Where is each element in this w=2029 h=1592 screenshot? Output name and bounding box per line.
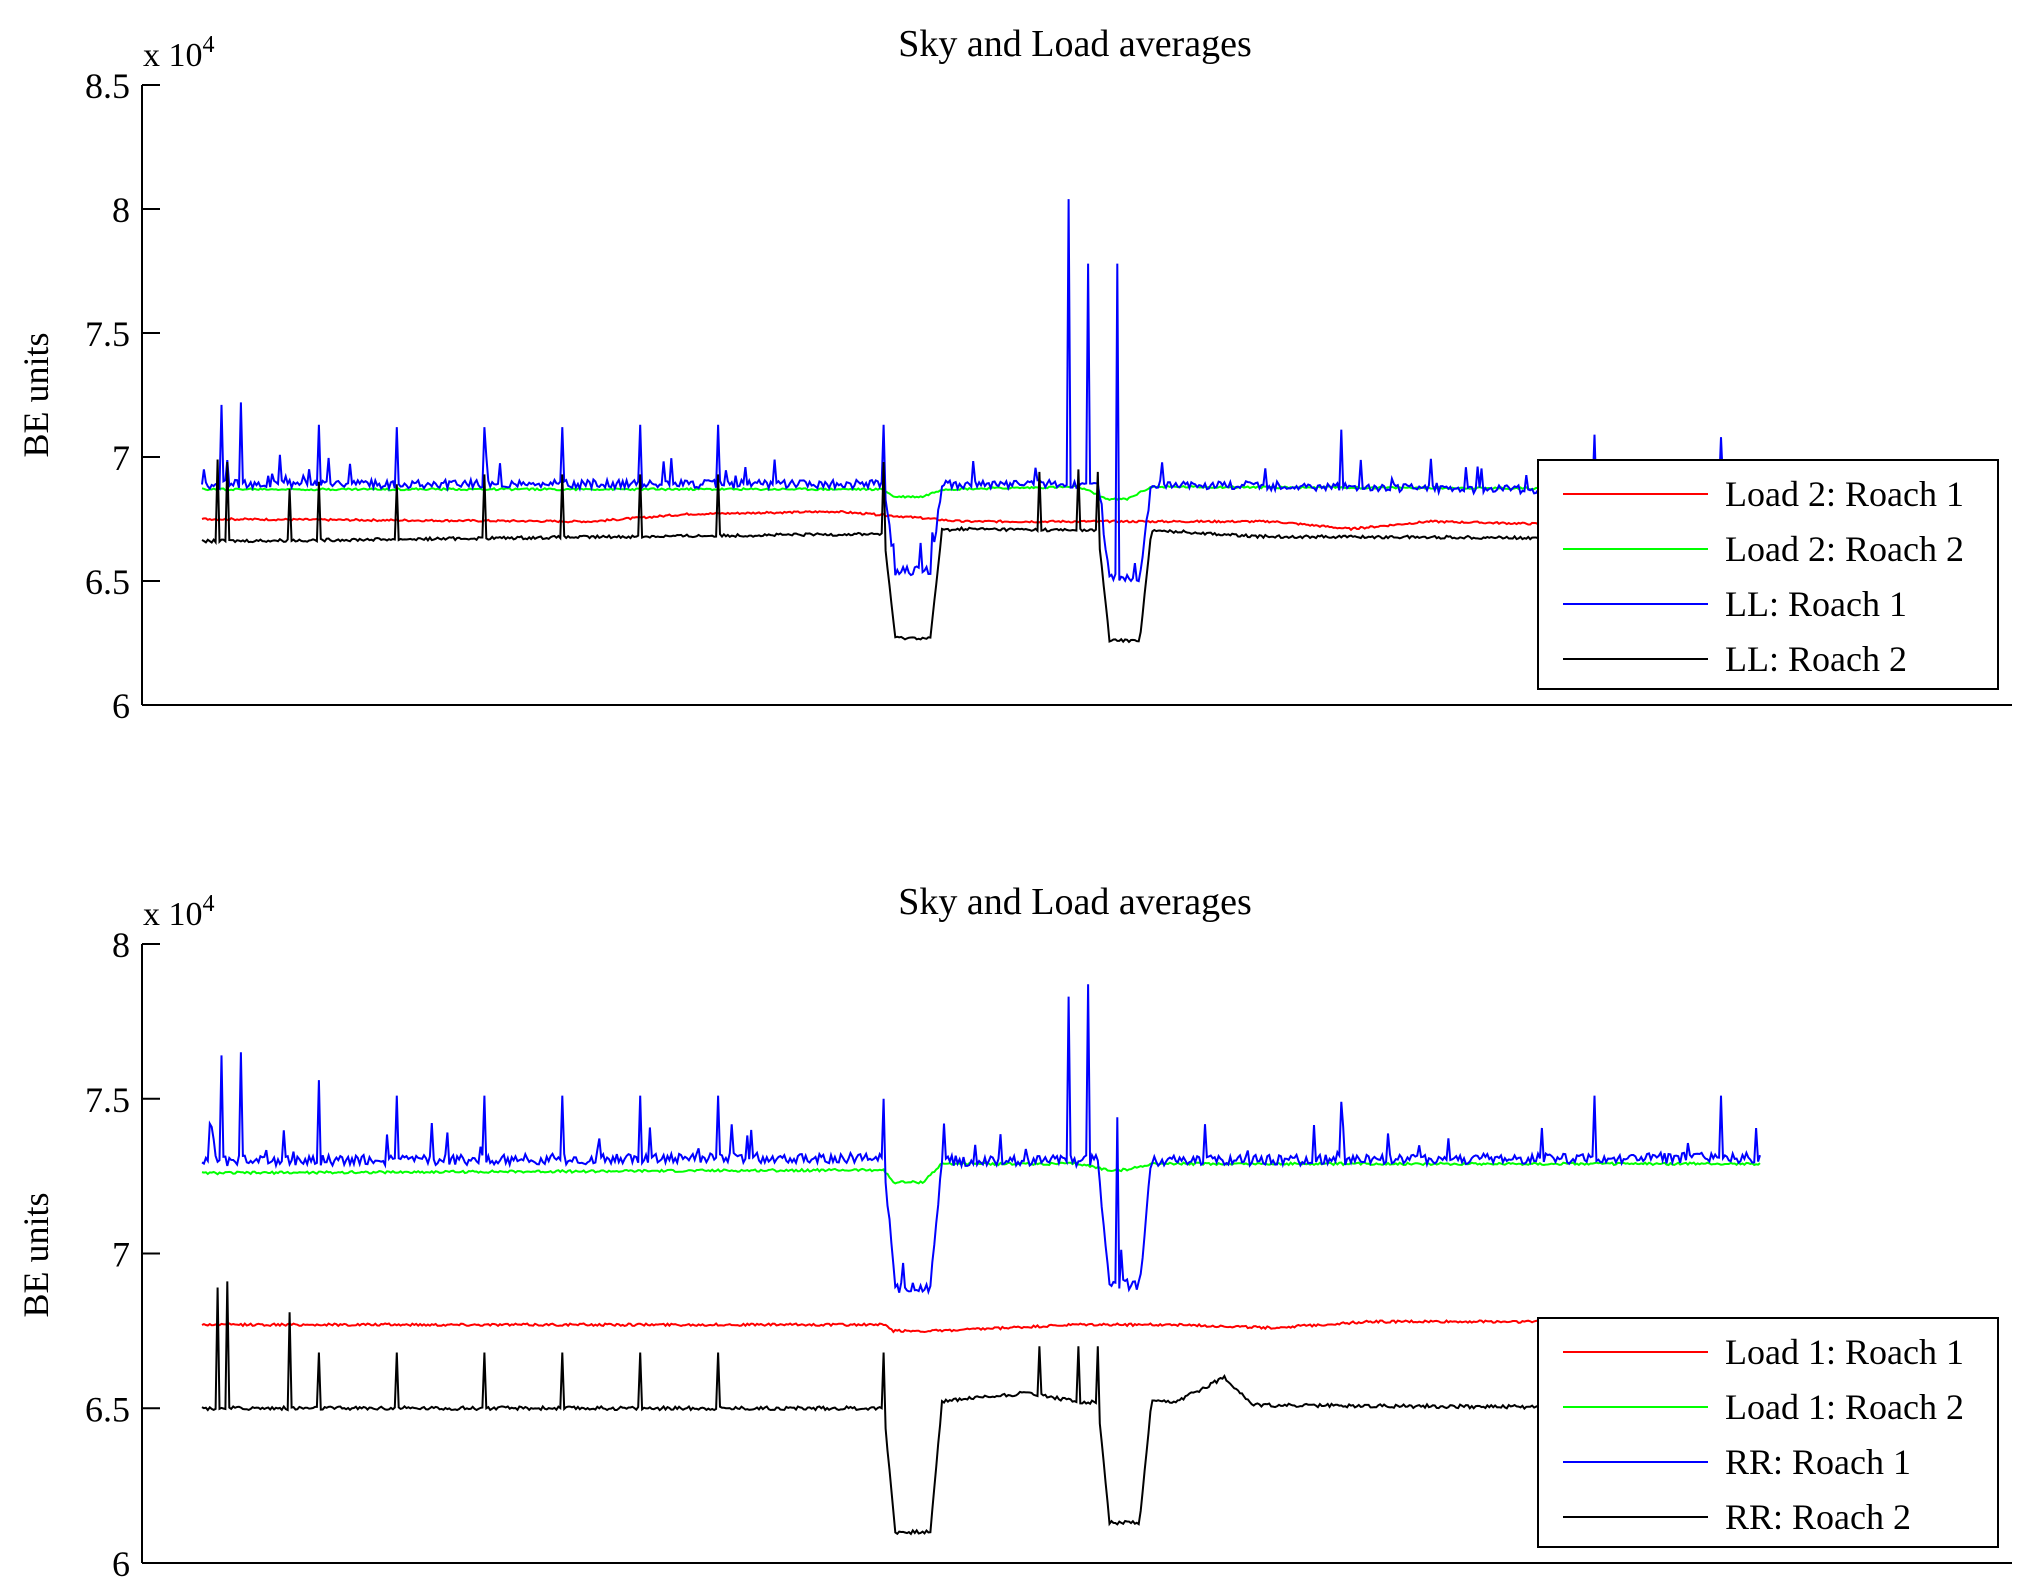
series-line	[201, 1281, 1761, 1536]
legend: Load 2: Roach 1 Load 2: Roach 2 LL: Roach …	[1537, 459, 1999, 690]
legend-label: Load 2: Roach 2	[1725, 529, 1964, 569]
series-line	[201, 199, 1761, 583]
y-multiplier-base: x 10	[143, 896, 203, 933]
y-tick-label: 8.5	[85, 66, 130, 106]
series-lines	[201, 984, 1761, 1536]
y-tick-label: 7	[112, 438, 130, 478]
y-tick-label: 6	[112, 1544, 130, 1584]
legend-label: Load 1: Roach 2	[1725, 1387, 1964, 1427]
y-multiplier-base: x 10	[143, 37, 203, 74]
series-line	[201, 485, 1761, 502]
legend-box	[1537, 459, 1999, 690]
y-tick-label: 6.5	[85, 562, 130, 602]
series-line	[201, 509, 1761, 532]
chart-title: Sky and Load averages	[898, 23, 1252, 65]
y-ticks: 6 6.5 7 7.5 8 8.5	[85, 66, 160, 726]
y-multiplier-exp: 4	[203, 32, 215, 58]
legend-label: LL: Roach 1	[1725, 584, 1907, 624]
legend: Load 1: Roach 1 Load 1: Roach 2 RR: Roach …	[1537, 1317, 1999, 1548]
legend-label: LL: Roach 2	[1725, 639, 1907, 679]
y-tick-label: 7.5	[85, 314, 130, 354]
y-axis-label: BE units	[16, 1192, 56, 1317]
chart-title: Sky and Load averages	[898, 881, 1252, 923]
y-axis-label: BE units	[16, 332, 56, 457]
series-line	[201, 459, 1761, 644]
y-multiplier: x 104	[143, 891, 215, 933]
series-lines	[201, 199, 1761, 644]
y-tick-label: 8	[112, 925, 130, 965]
y-tick-label: 8	[112, 190, 130, 230]
y-tick-label: 7.5	[85, 1080, 130, 1120]
y-multiplier: x 104	[143, 32, 215, 74]
legend-label: Load 2: Roach 1	[1725, 474, 1964, 514]
chart-bottom: Sky and Load averages BE units x 104 6 6.…	[16, 881, 2012, 1584]
y-tick-label: 7	[112, 1235, 130, 1275]
legend-label: RR: Roach 1	[1725, 1442, 1911, 1482]
y-multiplier-exp: 4	[203, 891, 215, 917]
chart-top: Sky and Load averages BE units x 104 6 6.…	[16, 23, 2012, 726]
legend-label: RR: Roach 2	[1725, 1497, 1911, 1537]
y-tick-label: 6.5	[85, 1389, 130, 1429]
series-line	[201, 984, 1761, 1296]
y-tick-label: 6	[112, 686, 130, 726]
series-line	[201, 1318, 1761, 1334]
legend-box	[1537, 1317, 1999, 1548]
legend-label: Load 1: Roach 1	[1725, 1332, 1964, 1372]
y-ticks: 6 6.5 7 7.5 8	[85, 925, 160, 1584]
